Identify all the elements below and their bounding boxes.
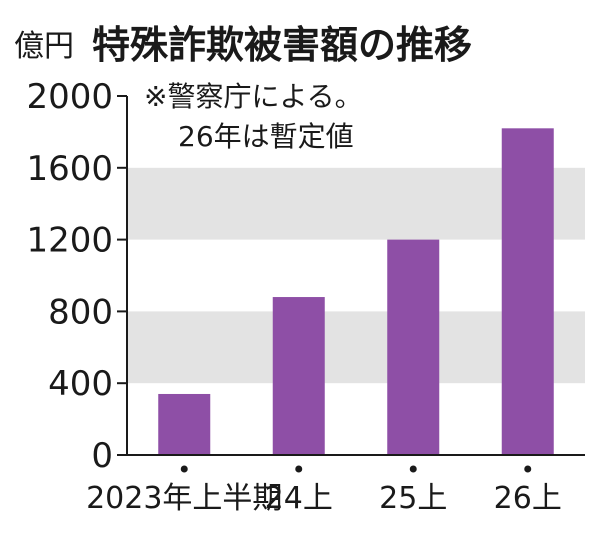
y-tick-label: 2000 bbox=[26, 77, 113, 117]
bar bbox=[272, 297, 325, 455]
unit-label: 億円 bbox=[14, 29, 74, 64]
chart-title: 特殊詐欺被害額の推移 bbox=[92, 23, 472, 67]
category-dot bbox=[295, 465, 303, 473]
x-tick-label: 26上 bbox=[494, 481, 562, 516]
category-dot bbox=[524, 465, 532, 473]
y-tick-label: 800 bbox=[48, 292, 113, 332]
bar bbox=[387, 239, 440, 455]
y-tick-label: 0 bbox=[91, 436, 113, 476]
y-tick-label: 400 bbox=[48, 364, 113, 404]
x-tick-label: 24上 bbox=[265, 481, 333, 516]
x-tick-label: 2023年上半期 bbox=[86, 481, 282, 516]
category-dot bbox=[409, 465, 417, 473]
x-tick-label: 25上 bbox=[379, 481, 447, 516]
y-axis: 0 400 800 1200 1600 2000 bbox=[26, 77, 585, 476]
note-line-2: 26年は暫定値 bbox=[178, 120, 354, 153]
y-tick-label: 1200 bbox=[26, 221, 113, 261]
note-line-1: ※警察庁による。 bbox=[144, 80, 363, 113]
bars bbox=[158, 128, 554, 455]
category-dot bbox=[180, 465, 188, 473]
bar bbox=[158, 393, 211, 455]
y-tick-label: 1600 bbox=[26, 149, 113, 189]
bar bbox=[501, 128, 554, 455]
